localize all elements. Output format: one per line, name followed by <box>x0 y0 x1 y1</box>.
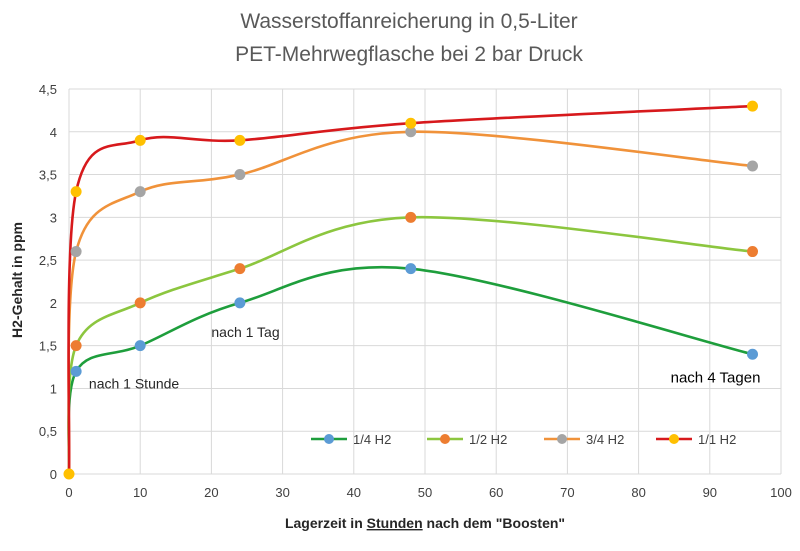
y-tick-label: 4 <box>50 125 57 140</box>
y-axis-title: H2-Gehalt in ppm <box>9 222 25 338</box>
data-point <box>134 186 146 198</box>
data-point <box>234 263 246 275</box>
x-tick-label: 50 <box>418 485 432 500</box>
series-markers <box>63 100 759 480</box>
x-tick-label: 0 <box>65 485 72 500</box>
x-axis-ticks: 0 10 20 30 40 50 60 70 80 90 100 <box>65 485 791 500</box>
data-point <box>70 186 82 198</box>
data-point <box>70 246 82 258</box>
y-tick-label: 3,5 <box>39 168 57 183</box>
x-tick-label: 30 <box>275 485 289 500</box>
data-point <box>747 160 759 172</box>
y-tick-label: 0,5 <box>39 424 57 439</box>
chart-title-line1: Wasserstoffanreicherung in 0,5-Liter <box>240 10 577 33</box>
data-point <box>747 246 759 258</box>
data-point <box>405 263 417 275</box>
legend-swatch-marker <box>440 434 450 444</box>
series-lines <box>67 104 753 475</box>
x-axis-title-underlined: Stunden <box>367 515 423 531</box>
series-line-4 <box>67 104 753 475</box>
gridlines <box>68 88 782 475</box>
data-point <box>70 340 82 352</box>
y-tick-label: 1 <box>50 381 57 396</box>
legend-swatch-marker <box>324 434 334 444</box>
data-point <box>134 297 146 309</box>
annotation-label: nach 1 Tag <box>211 324 279 340</box>
x-tick-label: 100 <box>770 485 792 500</box>
data-point <box>63 468 75 480</box>
data-point <box>134 134 146 146</box>
data-point <box>747 348 759 360</box>
y-tick-label: 2 <box>50 296 57 311</box>
x-axis-title: Lagerzeit in Stunden nach dem "Boosten" <box>285 515 565 531</box>
data-point <box>234 169 246 181</box>
legend-item: 1/2 H2 <box>427 432 507 447</box>
legend-item: 1/1 H2 <box>656 432 736 447</box>
y-axis-ticks: 0 0,5 1 1,5 2 2,5 3 3,5 4 4,5 <box>39 82 57 482</box>
legend-swatch-marker <box>557 434 567 444</box>
legend: 1/4 H2 1/2 H2 3/4 H2 1/1 H2 <box>311 432 736 447</box>
data-point <box>405 117 417 129</box>
legend-label: 3/4 H2 <box>586 432 624 447</box>
x-tick-label: 80 <box>631 485 645 500</box>
legend-label: 1/4 H2 <box>353 432 391 447</box>
y-tick-label: 4,5 <box>39 82 57 97</box>
y-tick-label: 3 <box>50 210 57 225</box>
x-tick-label: 60 <box>489 485 503 500</box>
data-point <box>234 134 246 146</box>
x-tick-label: 10 <box>133 485 147 500</box>
annotations: nach 1 Stunde nach 1 Tag nach 4 Tagen <box>89 324 761 391</box>
data-point <box>70 365 82 377</box>
data-point <box>234 297 246 309</box>
chart-title-line2: PET-Mehrwegflasche bei 2 bar Druck <box>235 43 583 66</box>
annotation-label: nach 4 Tagen <box>671 369 761 386</box>
data-point <box>134 340 146 352</box>
x-tick-label: 20 <box>204 485 218 500</box>
x-axis-title-post: nach dem "Boosten" <box>423 515 565 531</box>
x-tick-label: 90 <box>703 485 717 500</box>
y-tick-label: 1,5 <box>39 339 57 354</box>
legend-label: 1/1 H2 <box>698 432 736 447</box>
y-tick-label: 0 <box>50 467 57 482</box>
series-line-3 <box>67 130 753 475</box>
x-tick-label: 40 <box>347 485 361 500</box>
legend-label: 1/2 H2 <box>469 432 507 447</box>
annotation-label: nach 1 Stunde <box>89 375 180 391</box>
x-axis-title-pre: Lagerzeit in <box>285 515 367 531</box>
y-tick-label: 2,5 <box>39 253 57 268</box>
legend-item: 3/4 H2 <box>544 432 624 447</box>
data-point <box>405 211 417 223</box>
data-point <box>747 100 759 112</box>
legend-item: 1/4 H2 <box>311 432 391 447</box>
x-tick-label: 70 <box>560 485 574 500</box>
series-line-1 <box>67 265 753 475</box>
legend-swatch-marker <box>669 434 679 444</box>
